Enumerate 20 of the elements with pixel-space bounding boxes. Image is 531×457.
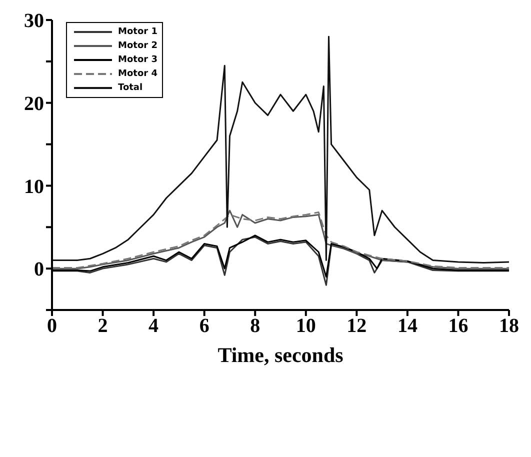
- x-tick-label: 2: [98, 315, 108, 338]
- x-tick-label: 6: [199, 315, 210, 338]
- x-tick-label: 18: [499, 315, 519, 338]
- y-tick-label: 30: [24, 10, 44, 32]
- legend-label: Motor 1: [118, 27, 158, 37]
- y-tick-label: 0: [34, 258, 44, 281]
- x-tick-label: 12: [346, 315, 367, 338]
- y-tick-label: 10: [24, 176, 44, 198]
- x-tick-label: 8: [250, 315, 260, 338]
- y-tick-label: 20: [24, 92, 44, 115]
- x-tick-label: 10: [296, 315, 316, 338]
- x-tick-label: 16: [448, 315, 468, 338]
- legend-label: Total: [118, 83, 143, 93]
- x-tick-label: 14: [397, 315, 418, 338]
- legend-label: Motor 3: [118, 55, 158, 65]
- legend-label: Motor 4: [118, 69, 158, 79]
- legend-label: Motor 2: [118, 41, 158, 51]
- x-axis-title: Time, seconds: [218, 343, 344, 367]
- x-tick-label: 4: [148, 315, 159, 338]
- line-series: [52, 36, 509, 264]
